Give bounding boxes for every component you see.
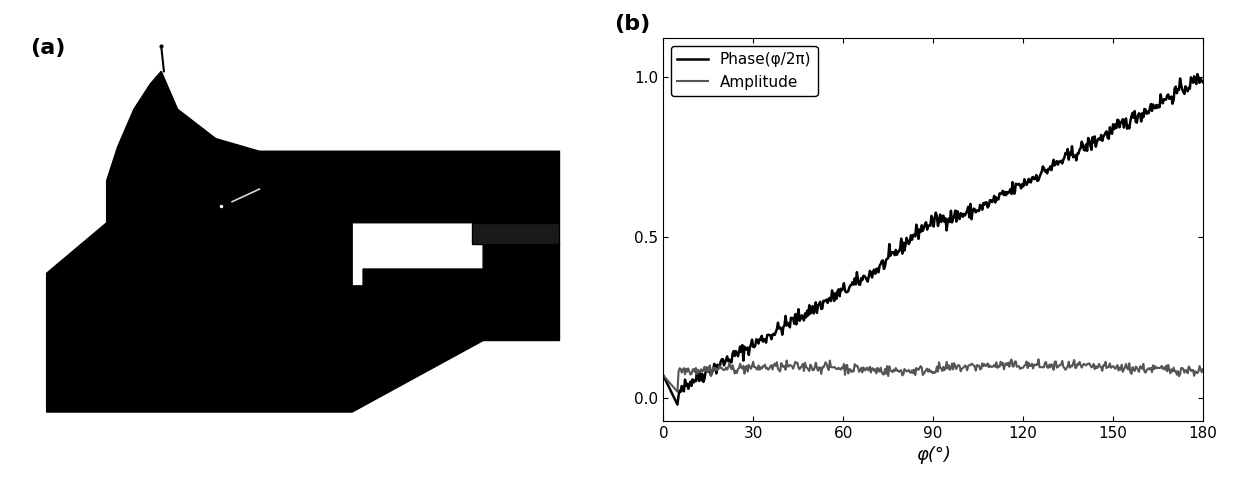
Phase(φ/2π) [656, 373, 671, 379]
Amplitude [949, 366, 963, 372]
Amplitude [670, 389, 684, 394]
Phase(φ/2π) [978, 199, 993, 205]
Polygon shape [472, 223, 559, 244]
Phase(φ/2π) [670, 402, 684, 407]
Amplitude [916, 370, 931, 376]
Amplitude [1030, 357, 1045, 362]
Legend: Phase(φ/2π), Amplitude: Phase(φ/2π), Amplitude [671, 46, 817, 96]
Amplitude [913, 363, 928, 369]
Amplitude [1100, 364, 1115, 370]
Amplitude [978, 363, 993, 369]
Amplitude [656, 373, 671, 379]
Text: (b): (b) [614, 14, 650, 34]
X-axis label: φ(°): φ(°) [915, 446, 951, 464]
Amplitude [1184, 368, 1199, 373]
Phase(φ/2π) [1099, 129, 1114, 134]
Phase(φ/2π) [1183, 75, 1198, 80]
Polygon shape [47, 71, 559, 412]
Phase(φ/2π) [916, 225, 931, 230]
Text: (a): (a) [30, 38, 66, 58]
Phase(φ/2π) [913, 229, 928, 235]
Line: Phase(φ/2π): Phase(φ/2π) [663, 74, 1203, 404]
Phase(φ/2π) [949, 218, 963, 224]
Line: Amplitude: Amplitude [663, 359, 1203, 391]
Amplitude [1195, 367, 1210, 372]
Phase(φ/2π) [1190, 71, 1205, 77]
Phase(φ/2π) [1195, 79, 1210, 85]
